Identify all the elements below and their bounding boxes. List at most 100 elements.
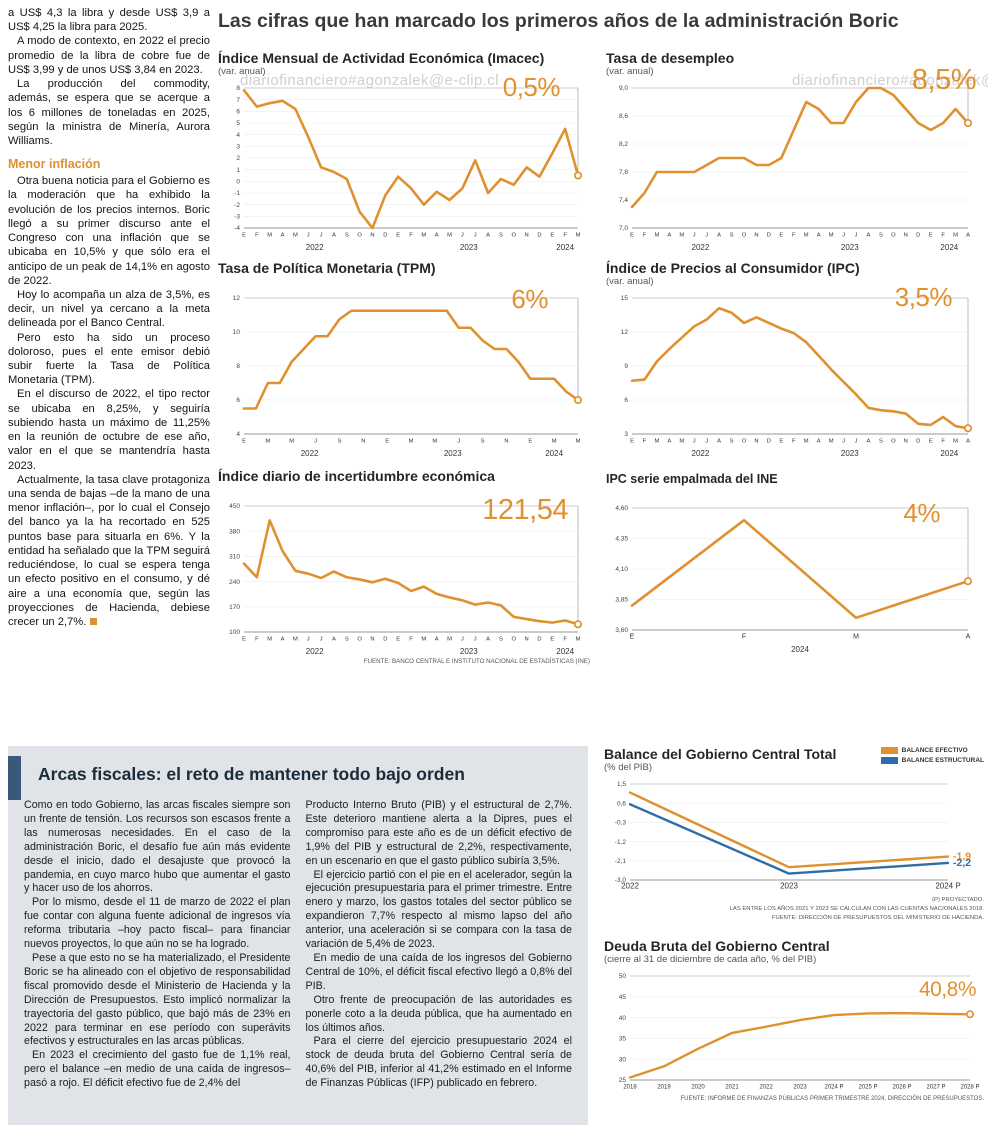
svg-text:2024: 2024 [556,647,574,656]
ipc-empalmada-line-chart: 4,60 4,35 4,10 3,85 3,60E F M A 2024 [615,505,973,654]
svg-text:2023: 2023 [444,449,462,458]
svg-text:J: J [842,439,845,445]
svg-text:E: E [528,439,532,445]
chart-subtitle: (% del PIB) [604,762,653,773]
svg-text:D: D [767,439,771,445]
article-paragraph: Otra buena noticia para el Gobierno es l… [8,175,210,287]
svg-text:E: E [242,233,246,239]
svg-text:45: 45 [619,994,627,1001]
svg-text:2023: 2023 [460,647,478,656]
chart-subtitle [606,486,980,498]
article-paragraph: A modo de contexto, en 2022 el precio pr… [8,35,210,76]
svg-text:2024 P: 2024 P [824,1085,843,1091]
svg-text:M: M [293,637,298,643]
svg-text:5: 5 [236,120,240,127]
svg-text:O: O [742,233,747,239]
svg-text:2024: 2024 [940,449,958,458]
chart-subtitle: (var. anual) [218,66,266,77]
svg-text:A: A [717,233,721,239]
svg-text:1,5: 1,5 [617,781,626,788]
svg-text:2023: 2023 [793,1085,807,1091]
svg-text:2018: 2018 [623,1085,637,1091]
article-subhead: Menor inflación [8,157,101,172]
svg-text:J: J [461,637,464,643]
svg-text:12: 12 [233,295,241,302]
svg-text:A: A [281,637,285,643]
chart-ipc: Índice de Precios al Consumidor (IPC) (v… [606,260,980,462]
fiscal-headline: Arcas fiscales: el reto de mantener todo… [38,764,465,784]
chart-value-label: 121,54 [482,494,568,526]
legend-item-estructural: BALANCE ESTRUCTURAL [880,757,984,764]
svg-text:M: M [293,233,298,239]
svg-text:N: N [904,233,908,239]
legend-swatch-efectivo [880,747,898,754]
svg-text:E: E [550,233,554,239]
svg-text:2022: 2022 [306,647,324,656]
svg-text:E: E [550,637,554,643]
svg-text:2024 P: 2024 P [935,882,960,891]
svg-text:M: M [432,439,437,445]
svg-text:S: S [345,637,349,643]
legend-swatch-estructural [880,757,898,764]
svg-text:S: S [879,439,883,445]
article-paragraph: Otro frente de preocupación de las autor… [305,993,573,1034]
svg-text:S: S [499,233,503,239]
svg-text:M: M [654,439,659,445]
chart-deuda: Deuda Bruta del Gobierno Central (cierre… [604,938,984,1126]
svg-text:-2,2: -2,2 [953,857,971,869]
svg-text:2023: 2023 [841,449,859,458]
svg-text:S: S [337,439,341,445]
svg-text:A: A [486,637,490,643]
svg-text:J: J [855,439,858,445]
svg-text:F: F [409,233,413,239]
charts-source-note: FUENTE: BANCO CENTRAL E INSTITUTO NACION… [363,658,590,665]
svg-text:M: M [576,637,581,643]
svg-text:0,6: 0,6 [617,800,626,807]
article-paragraph: Actualmente, la tasa clave protagoniza u… [8,473,210,629]
svg-text:2027 P: 2027 P [926,1085,945,1091]
svg-text:M: M [679,233,684,239]
svg-text:-0,3: -0,3 [615,820,627,827]
svg-text:7: 7 [236,97,240,104]
svg-text:M: M [853,634,859,641]
svg-text:A: A [817,439,821,445]
svg-text:M: M [409,439,414,445]
svg-text:O: O [512,233,517,239]
svg-text:-3,0: -3,0 [615,877,627,884]
svg-text:D: D [383,637,387,643]
svg-text:8,6: 8,6 [619,113,628,120]
svg-text:A: A [867,439,871,445]
chart-legend: BALANCE EFECTIVO BALANCE ESTRUCTURAL [880,747,984,767]
svg-text:6: 6 [624,397,628,404]
svg-text:-1: -1 [234,190,240,197]
chart-value-label: 0,5% [502,72,561,102]
svg-text:2020: 2020 [691,1085,705,1091]
left-article-column: a US$ 4,3 la libra y desde US$ 3,9 a US$… [8,6,210,629]
svg-text:J: J [474,233,477,239]
svg-text:D: D [916,439,920,445]
chart-title: Deuda Bruta del Gobierno Central [604,938,830,954]
chart-value-label: 8,5% [911,64,977,96]
svg-text:100: 100 [229,629,240,636]
svg-text:M: M [421,233,426,239]
svg-text:4,60: 4,60 [615,505,628,512]
svg-text:2022: 2022 [306,243,324,252]
svg-text:6: 6 [236,109,240,116]
svg-text:A: A [817,233,821,239]
svg-text:O: O [891,233,896,239]
svg-text:2024: 2024 [791,645,809,654]
desempleo-line-chart: 9,08,68,27,87,47,0E F M A M J J A S O N D E F M A M J J A S O… [619,85,973,252]
svg-text:25: 25 [619,1077,627,1084]
footnote: (P) PROYECTADO. [932,897,984,903]
svg-text:8: 8 [236,85,240,92]
svg-text:O: O [512,637,517,643]
svg-text:A: A [867,233,871,239]
svg-text:M: M [829,233,834,239]
svg-text:240: 240 [229,579,240,586]
svg-text:2: 2 [236,155,240,162]
svg-text:0: 0 [236,179,240,186]
svg-text:E: E [779,439,783,445]
svg-text:A: A [435,637,439,643]
